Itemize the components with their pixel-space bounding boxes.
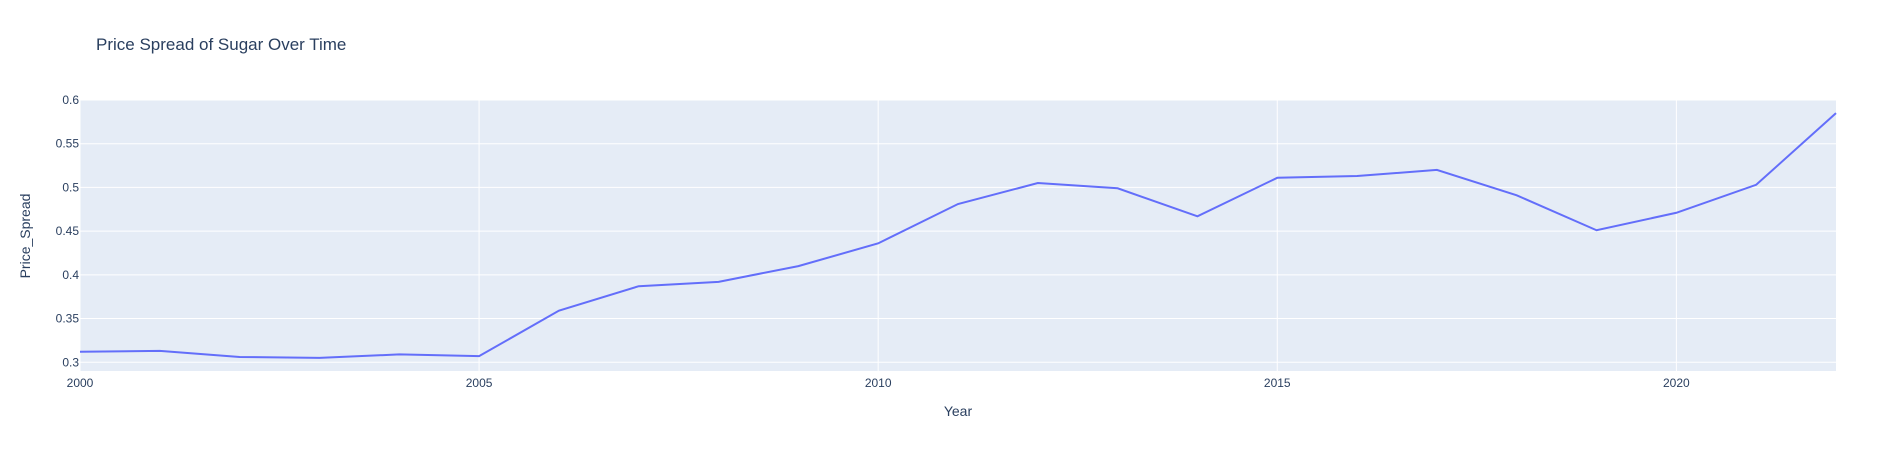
- data-point[interactable]: [1194, 213, 1200, 219]
- y-axis-ticks: 0.3 0.35 0.4 0.45 0.5 0.55 0.6: [56, 93, 80, 369]
- data-point[interactable]: [1833, 110, 1839, 116]
- chart-title: Price Spread of Sugar Over Time: [96, 35, 346, 54]
- data-point[interactable]: [1115, 185, 1121, 191]
- x-axis-label: Year: [944, 403, 973, 419]
- y-tick-label: 0.6: [62, 93, 79, 107]
- data-point[interactable]: [955, 201, 961, 207]
- data-point[interactable]: [1035, 180, 1041, 186]
- y-tick-label: 0.35: [56, 312, 80, 326]
- data-point[interactable]: [1434, 167, 1440, 173]
- data-point[interactable]: [476, 353, 482, 359]
- data-point[interactable]: [1753, 182, 1759, 188]
- x-axis-ticks: 2000 2005 2010 2015 2020: [67, 376, 1690, 390]
- x-tick-label: 2015: [1264, 376, 1291, 390]
- y-tick-label: 0.45: [56, 224, 80, 238]
- data-point[interactable]: [716, 279, 722, 285]
- data-point[interactable]: [77, 349, 83, 355]
- y-tick-label: 0.3: [62, 355, 79, 369]
- data-point[interactable]: [1594, 227, 1600, 233]
- data-point[interactable]: [1514, 192, 1520, 198]
- x-tick-label: 2005: [466, 376, 493, 390]
- x-tick-label: 2010: [865, 376, 892, 390]
- y-axis-label: Price_Spread: [17, 194, 33, 279]
- series-line: [79, 112, 1837, 359]
- data-point[interactable]: [237, 354, 243, 360]
- x-tick-label: 2020: [1663, 376, 1690, 390]
- y-tick-label: 0.5: [62, 180, 79, 194]
- plot-area: [80, 100, 1836, 371]
- data-point[interactable]: [1673, 210, 1679, 216]
- data-point[interactable]: [396, 351, 402, 357]
- data-point[interactable]: [1274, 175, 1280, 181]
- y-tick-label: 0.4: [62, 268, 79, 282]
- data-point[interactable]: [157, 348, 163, 354]
- y-tick-label: 0.55: [56, 137, 80, 151]
- data-point[interactable]: [636, 283, 642, 289]
- data-point[interactable]: [875, 240, 881, 246]
- x-tick-label: 2000: [67, 376, 94, 390]
- data-point[interactable]: [1354, 173, 1360, 179]
- data-point[interactable]: [795, 263, 801, 269]
- data-point[interactable]: [316, 355, 322, 361]
- grid-lines: [79, 99, 1836, 371]
- data-point[interactable]: [556, 308, 562, 314]
